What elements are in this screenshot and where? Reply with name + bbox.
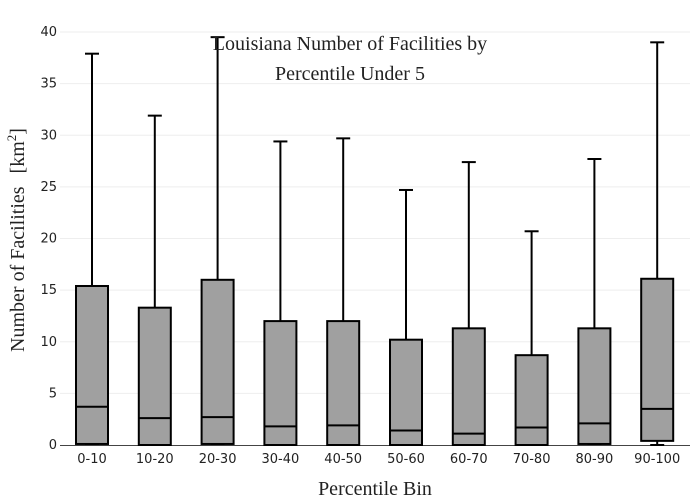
x-tick-label: 50-60 <box>387 452 425 467</box>
x-tick-label: 10-20 <box>136 452 174 467</box>
box-body <box>137 306 172 446</box>
box-30-40 <box>263 140 298 447</box>
y-axis-label-unit-close: ] <box>7 128 29 135</box>
y-tick-label: 0 <box>49 438 57 453</box>
box-body <box>451 327 486 447</box>
x-axis-label: Percentile Bin <box>318 478 432 500</box>
chart-title-line-1: Louisiana Number of Facilities by <box>213 33 487 55</box>
y-axis-label-main: Number of Facilities <box>7 186 29 352</box>
box-body <box>75 284 109 445</box>
y-tick-label: 15 <box>40 283 57 298</box>
x-tick-label: 90-100 <box>634 452 680 467</box>
y-axis-label-unit-exponent: 2 <box>4 135 19 142</box>
box-50-60 <box>389 188 423 446</box>
box-body <box>514 354 549 446</box>
box-body <box>577 327 612 445</box>
box-70-80 <box>514 230 549 446</box>
box-body <box>263 320 298 447</box>
x-tick-label: 20-30 <box>199 452 237 467</box>
box-90-100 <box>640 41 675 446</box>
y-tick-label: 10 <box>40 335 57 350</box>
box-body <box>200 278 235 445</box>
box-body <box>326 320 361 447</box>
x-tick-label: 40-50 <box>324 452 362 467</box>
x-tick-label: 70-80 <box>513 452 551 467</box>
x-tick-label: 0-10 <box>77 452 107 467</box>
y-axis-label-unit: [km <box>7 141 29 174</box>
y-tick-label: 25 <box>40 180 57 195</box>
chart-title-line-2: Percentile Under 5 <box>275 63 425 85</box>
x-tick-label: 60-70 <box>450 452 488 467</box>
box-10-20 <box>137 114 172 446</box>
y-axis-label: Number of Facilities [km2] <box>4 128 29 352</box>
box-20-30 <box>200 36 235 445</box>
x-tick-label: 80-90 <box>576 452 614 467</box>
x-tick-labels: 0-10 10-20 20-30 30-40 40-50 50-60 60-70 70-80 8… <box>77 452 680 467</box>
box-body <box>389 338 423 446</box>
y-tick-label: 40 <box>40 25 57 40</box>
x-tick-label: 30-40 <box>262 452 300 467</box>
y-tick-label: 30 <box>40 128 57 143</box>
box-80-90 <box>577 157 612 445</box>
box-body <box>640 277 675 442</box>
box-40-50 <box>326 137 361 447</box>
boxes <box>75 36 675 447</box>
y-tick-label: 20 <box>40 232 57 247</box>
box-60-70 <box>451 161 486 447</box>
box-0-10 <box>75 52 109 445</box>
y-tick-labels: 0 5 10 15 20 25 30 35 40 <box>40 25 57 453</box>
y-tick-label: 35 <box>40 77 57 92</box>
y-tick-label: 5 <box>49 386 57 401</box>
